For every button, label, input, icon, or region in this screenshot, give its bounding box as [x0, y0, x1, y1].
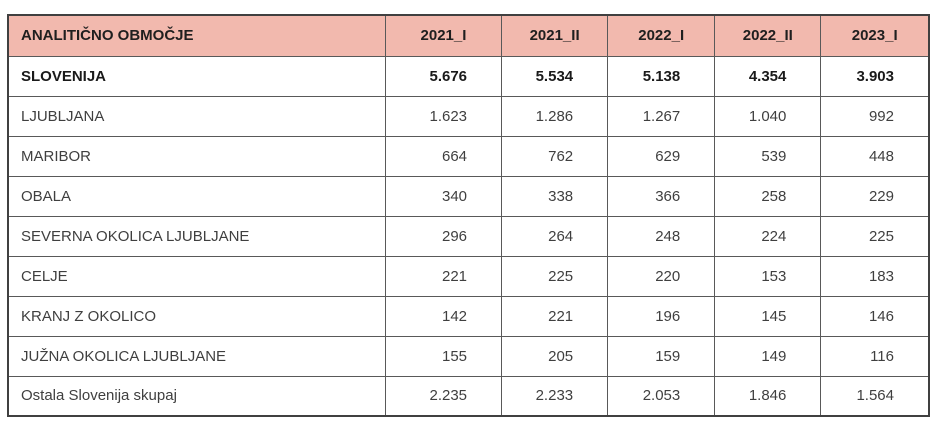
value-cell: 5.676 [384, 55, 503, 97]
value-cell: 142 [384, 295, 503, 337]
value-cell: 992 [820, 95, 930, 137]
analytic-regions-table: ANALITIČNO OBMOČJE 2021_I 2021_II 2022_I… [7, 14, 930, 417]
value-cell: 1.564 [820, 375, 930, 417]
value-cell: 448 [820, 135, 930, 177]
value-cell: 159 [607, 335, 716, 377]
value-cell: 229 [820, 175, 930, 217]
row-label: SLOVENIJA [7, 55, 386, 97]
row-label: JUŽNA OKOLICA LJUBLJANE [7, 335, 386, 377]
value-cell: 183 [820, 255, 930, 297]
value-cell: 2.235 [384, 375, 503, 417]
row-label: LJUBLJANA [7, 95, 386, 137]
value-cell: 196 [607, 295, 716, 337]
value-cell: 2.233 [501, 375, 609, 417]
table-row-obala: OBALA 340 338 366 258 229 [7, 175, 930, 217]
value-cell: 155 [384, 335, 503, 377]
value-cell: 338 [501, 175, 609, 217]
value-cell: 220 [607, 255, 716, 297]
column-header-2022-ii: 2022_II [714, 14, 822, 57]
value-cell: 146 [820, 295, 930, 337]
value-cell: 221 [501, 295, 609, 337]
value-cell: 4.354 [714, 55, 822, 97]
value-cell: 225 [820, 215, 930, 257]
row-label: SEVERNA OKOLICA LJUBLJANE [7, 215, 386, 257]
table-row-kranj-z-okolico: KRANJ Z OKOLICO 142 221 196 145 146 [7, 295, 930, 337]
row-label: OBALA [7, 175, 386, 217]
value-cell: 145 [714, 295, 822, 337]
value-cell: 1.286 [501, 95, 609, 137]
table-row-ostala-slovenija-skupaj: Ostala Slovenija skupaj 2.235 2.233 2.05… [7, 375, 930, 417]
table-header-row: ANALITIČNO OBMOČJE 2021_I 2021_II 2022_I… [7, 14, 930, 57]
value-cell: 1.267 [607, 95, 716, 137]
value-cell: 258 [714, 175, 822, 217]
value-cell: 539 [714, 135, 822, 177]
value-cell: 1.846 [714, 375, 822, 417]
value-cell: 153 [714, 255, 822, 297]
column-header-2023-i: 2023_I [820, 14, 930, 57]
value-cell: 629 [607, 135, 716, 177]
column-header-area: ANALITIČNO OBMOČJE [7, 14, 386, 57]
column-header-2022-i: 2022_I [607, 14, 716, 57]
column-header-2021-ii: 2021_II [501, 14, 609, 57]
column-header-2021-i: 2021_I [384, 14, 503, 57]
value-cell: 762 [501, 135, 609, 177]
value-cell: 3.903 [820, 55, 930, 97]
value-cell: 296 [384, 215, 503, 257]
value-cell: 116 [820, 335, 930, 377]
value-cell: 225 [501, 255, 609, 297]
value-cell: 366 [607, 175, 716, 217]
table-row-severna-okolica-ljubljane: SEVERNA OKOLICA LJUBLJANE 296 264 248 22… [7, 215, 930, 257]
table-row-slovenija: SLOVENIJA 5.676 5.534 5.138 4.354 3.903 [7, 55, 930, 97]
value-cell: 224 [714, 215, 822, 257]
value-cell: 5.138 [607, 55, 716, 97]
value-cell: 248 [607, 215, 716, 257]
value-cell: 2.053 [607, 375, 716, 417]
row-label: MARIBOR [7, 135, 386, 177]
value-cell: 205 [501, 335, 609, 377]
value-cell: 149 [714, 335, 822, 377]
value-cell: 340 [384, 175, 503, 217]
table-row-maribor: MARIBOR 664 762 629 539 448 [7, 135, 930, 177]
value-cell: 5.534 [501, 55, 609, 97]
value-cell: 1.040 [714, 95, 822, 137]
row-label: Ostala Slovenija skupaj [7, 375, 386, 417]
value-cell: 264 [501, 215, 609, 257]
table-row-ljubljana: LJUBLJANA 1.623 1.286 1.267 1.040 992 [7, 95, 930, 137]
table-row-juzna-okolica-ljubljane: JUŽNA OKOLICA LJUBLJANE 155 205 159 149 … [7, 335, 930, 377]
row-label: CELJE [7, 255, 386, 297]
value-cell: 1.623 [384, 95, 503, 137]
value-cell: 221 [384, 255, 503, 297]
row-label: KRANJ Z OKOLICO [7, 295, 386, 337]
table-row-celje: CELJE 221 225 220 153 183 [7, 255, 930, 297]
value-cell: 664 [384, 135, 503, 177]
